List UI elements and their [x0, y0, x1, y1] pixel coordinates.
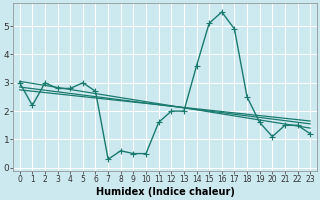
- X-axis label: Humidex (Indice chaleur): Humidex (Indice chaleur): [96, 187, 234, 197]
